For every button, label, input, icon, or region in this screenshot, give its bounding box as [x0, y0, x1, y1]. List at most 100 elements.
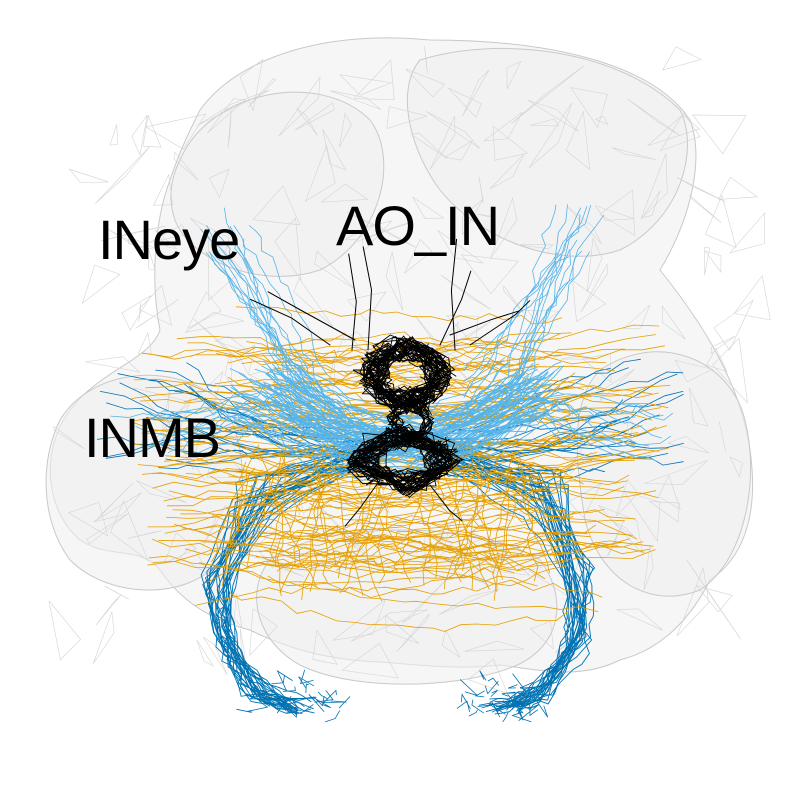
mesh-facet [729, 456, 743, 478]
inmb-blue-terminal [281, 702, 298, 718]
inmb-orange-fiber [301, 475, 326, 600]
inmb-orange-fiber [230, 592, 569, 632]
mesh-facet [142, 114, 162, 148]
mesh-facet [695, 585, 733, 613]
ao-in-branch [344, 479, 381, 527]
mesh-facet [425, 111, 480, 149]
inmb-blue-terminal [300, 669, 314, 685]
inmb-orange-fiber [259, 535, 543, 568]
inmb-blue-terminal [338, 696, 351, 709]
ao-in-fiber [392, 399, 432, 442]
inmb-orange-fiber [165, 498, 636, 520]
inmb-orange-fiber [519, 452, 539, 582]
mesh-facet [238, 344, 256, 376]
inmb-blue-terminal [308, 694, 325, 712]
mesh-facet [227, 110, 232, 148]
mesh-facet [86, 512, 129, 545]
mesh-facet [705, 194, 737, 249]
mesh-facet [692, 114, 747, 155]
mesh-facet [107, 228, 144, 252]
mesh-facet [208, 168, 230, 199]
ineye-fiber [147, 402, 256, 448]
inmb-orange-fiber [145, 334, 656, 389]
inmb-blue-terminal [487, 677, 499, 686]
inmb-orange-fiber [500, 475, 527, 568]
ineye-fiber [214, 230, 294, 408]
ineye-fiber [516, 214, 581, 410]
mesh-facet [611, 147, 657, 160]
inmb-blue-fiber [429, 469, 576, 705]
inmb-orange-fiber [304, 341, 492, 362]
ao-in-branch [362, 246, 373, 351]
inmb-blue-terminal [236, 708, 252, 713]
inmb-blue-terminal [262, 692, 273, 707]
ao-in-branch [449, 310, 520, 336]
mesh-facet [85, 356, 141, 373]
mesh-facet [441, 629, 461, 658]
inmb-blue-terminal [321, 700, 347, 703]
mesh-facet [429, 116, 456, 170]
ineye-fiber [464, 255, 562, 410]
ao-in-branch [267, 291, 356, 341]
mesh-facet [296, 108, 318, 136]
mesh-facet [202, 636, 228, 675]
mesh-facet [138, 284, 173, 326]
inmb-blue-terminal [468, 709, 478, 717]
inmb-orange-fiber [246, 444, 289, 566]
inmb-blue-terminal [298, 676, 315, 689]
inmb-orange-fiber [265, 356, 534, 378]
inmb-orange-fiber [194, 575, 603, 606]
mesh-facet [136, 480, 187, 503]
ao-in-fiber [366, 337, 451, 402]
mesh-facet [442, 520, 485, 552]
inmb-orange-fiber [462, 454, 501, 572]
inmb-orange-fiber [226, 469, 264, 561]
mesh-facet [448, 87, 482, 118]
inmb-blue-terminal [460, 679, 478, 696]
mesh-facet [658, 474, 681, 511]
inmb-blue-terminal [460, 693, 471, 709]
mesh-facet [239, 58, 264, 112]
ineye-fiber [229, 226, 296, 387]
ineye-fiber [298, 382, 538, 453]
mesh-facet [92, 611, 115, 664]
ineye-fiber [156, 406, 267, 446]
ineye-fiber [296, 364, 508, 425]
mesh-facet [676, 566, 710, 637]
inmb-orange-fiber [351, 472, 383, 602]
inmb-orange-fiber [475, 463, 500, 571]
mesh-facet [341, 643, 399, 679]
mesh-facet [127, 236, 161, 251]
mesh-facet [93, 492, 142, 523]
inmb-blue-fiber [186, 362, 378, 455]
mesh-facet [586, 237, 603, 293]
mesh-facet [641, 190, 661, 219]
inmb-blue-terminal [484, 680, 499, 695]
ineye-fiber [269, 371, 552, 420]
ineye-fiber [292, 394, 527, 476]
mesh-facet [462, 69, 490, 117]
mesh-facet [385, 614, 420, 644]
inmb-orange-fiber [172, 509, 626, 529]
inmb-blue-terminal [502, 711, 509, 723]
inmb-blue-terminal [242, 682, 257, 699]
ao-in-neurons [250, 238, 531, 527]
inmb-orange-neurons [130, 306, 671, 632]
mesh-facet [67, 501, 109, 537]
ao-in-fiber [351, 437, 451, 487]
mesh-facet [560, 355, 596, 360]
ineye-fiber [135, 386, 282, 437]
mesh-facet [207, 98, 246, 134]
mesh-facet [688, 387, 709, 427]
mesh-facet [644, 459, 708, 486]
ineye-fiber [242, 238, 324, 392]
inmb-blue-terminal [511, 711, 532, 723]
inmb-orange-fiber [187, 342, 616, 372]
mesh-facet [713, 299, 754, 351]
inmb-orange-fiber [222, 511, 576, 545]
mesh-facet [252, 185, 301, 226]
ao-in-fiber [387, 399, 435, 444]
mesh-facet [640, 153, 668, 220]
mesh-facet [489, 153, 525, 190]
